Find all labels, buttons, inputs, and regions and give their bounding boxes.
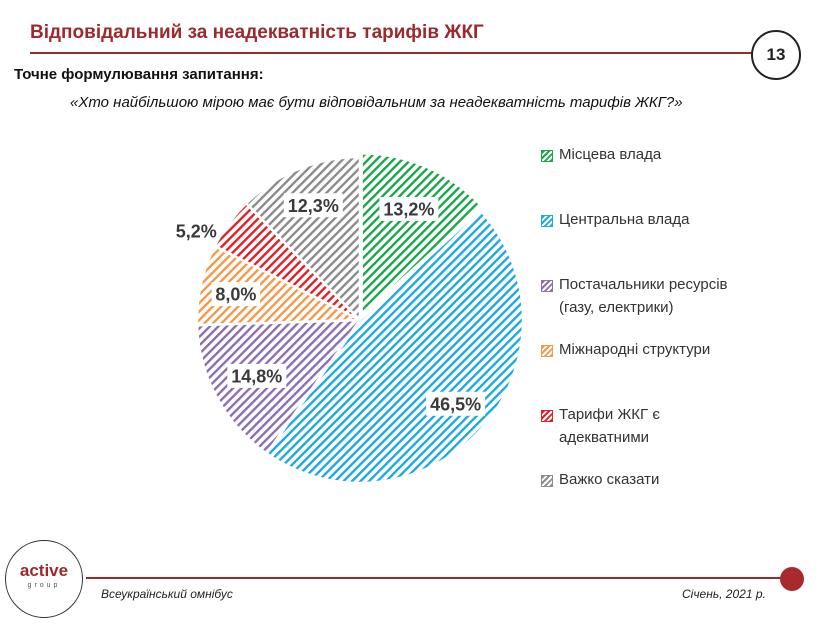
legend-label-line: Тарифи ЖКГ є — [559, 406, 660, 423]
legend-label: Важко сказати — [559, 468, 659, 491]
page-number-badge: 13 — [751, 30, 801, 80]
question-label: Точне формулювання запитання: — [14, 66, 264, 83]
data-label-міжнародні-структури: 8,0% — [211, 282, 261, 307]
pie-slice-місцева-влада — [360, 152, 484, 320]
legend-swatch — [541, 345, 553, 357]
legend-swatch — [541, 475, 553, 487]
legend-swatch — [541, 280, 553, 292]
legend-label-line: (газу, електрики) — [559, 299, 674, 316]
svg-text:14,8%: 14,8% — [231, 366, 282, 386]
legend-label: Місцева влада — [559, 143, 661, 166]
footer-survey-name: Всеукраїнський омнібус — [101, 587, 233, 601]
legend-label-line: Постачальники ресурсів — [559, 276, 728, 293]
legend-swatch — [541, 150, 553, 162]
data-label-тарифи-жкг-є-адекватними: 5,2% — [176, 222, 217, 242]
legend-item-міжнародні-структури: Міжнародні структури — [541, 341, 710, 361]
legend-item-постачальники-ресурсів-газу-електрики: Постачальники ресурсів (газу, електрики) — [541, 276, 728, 319]
legend-item-місцева-влада: Місцева влада — [541, 146, 661, 166]
legend-label-line: Важко сказати — [559, 471, 660, 488]
svg-text:12,3%: 12,3% — [288, 196, 339, 216]
question-text: «Хто найбільшою мірою має бути відповіда… — [70, 94, 683, 111]
company-logo: active group — [5, 540, 83, 618]
logo-subtitle: group — [27, 582, 61, 589]
legend-item-центральна-влада: Центральна влада — [541, 211, 689, 231]
title-divider — [30, 52, 756, 54]
data-label-важко-сказати: 12,3% — [283, 193, 343, 218]
svg-text:5,2%: 5,2% — [176, 222, 217, 242]
logo-word: active — [19, 561, 69, 580]
legend-label: Тарифи ЖКГ є адекватними — [559, 403, 660, 449]
footer-dot — [780, 567, 804, 591]
legend-label-line: Місцева влада — [559, 146, 662, 163]
legend-label: Центральна влада — [559, 208, 689, 231]
data-label-постачальники-ресурсів-газу-електрики: 14,8% — [227, 363, 287, 388]
data-label-місцева-влада: 13,2% — [379, 196, 439, 221]
data-label-центральна-влада: 46,5% — [426, 391, 486, 416]
svg-text:46,5%: 46,5% — [430, 394, 481, 414]
legend-swatch — [541, 410, 553, 422]
legend-label-line: адекватними — [559, 429, 650, 446]
legend-label: Постачальники ресурсів (газу, електрики) — [559, 273, 728, 319]
svg-text:8,0%: 8,0% — [215, 285, 256, 305]
svg-text:13,2%: 13,2% — [383, 199, 434, 219]
page-title: Відповідальний за неадекватність тарифів… — [30, 22, 484, 43]
legend-label-line: Міжнародні структури — [559, 341, 711, 358]
footer-divider — [86, 577, 786, 579]
legend-label: Міжнародні структури — [559, 338, 710, 361]
legend-item-тарифи-жкг-є-адекватними: Тарифи ЖКГ є адекватними — [541, 406, 660, 449]
legend-swatch — [541, 215, 553, 227]
footer-date: Січень, 2021 р. — [682, 587, 766, 601]
legend-label-line: Центральна влада — [559, 211, 690, 228]
legend-item-важко-сказати: Важко сказати — [541, 471, 659, 491]
